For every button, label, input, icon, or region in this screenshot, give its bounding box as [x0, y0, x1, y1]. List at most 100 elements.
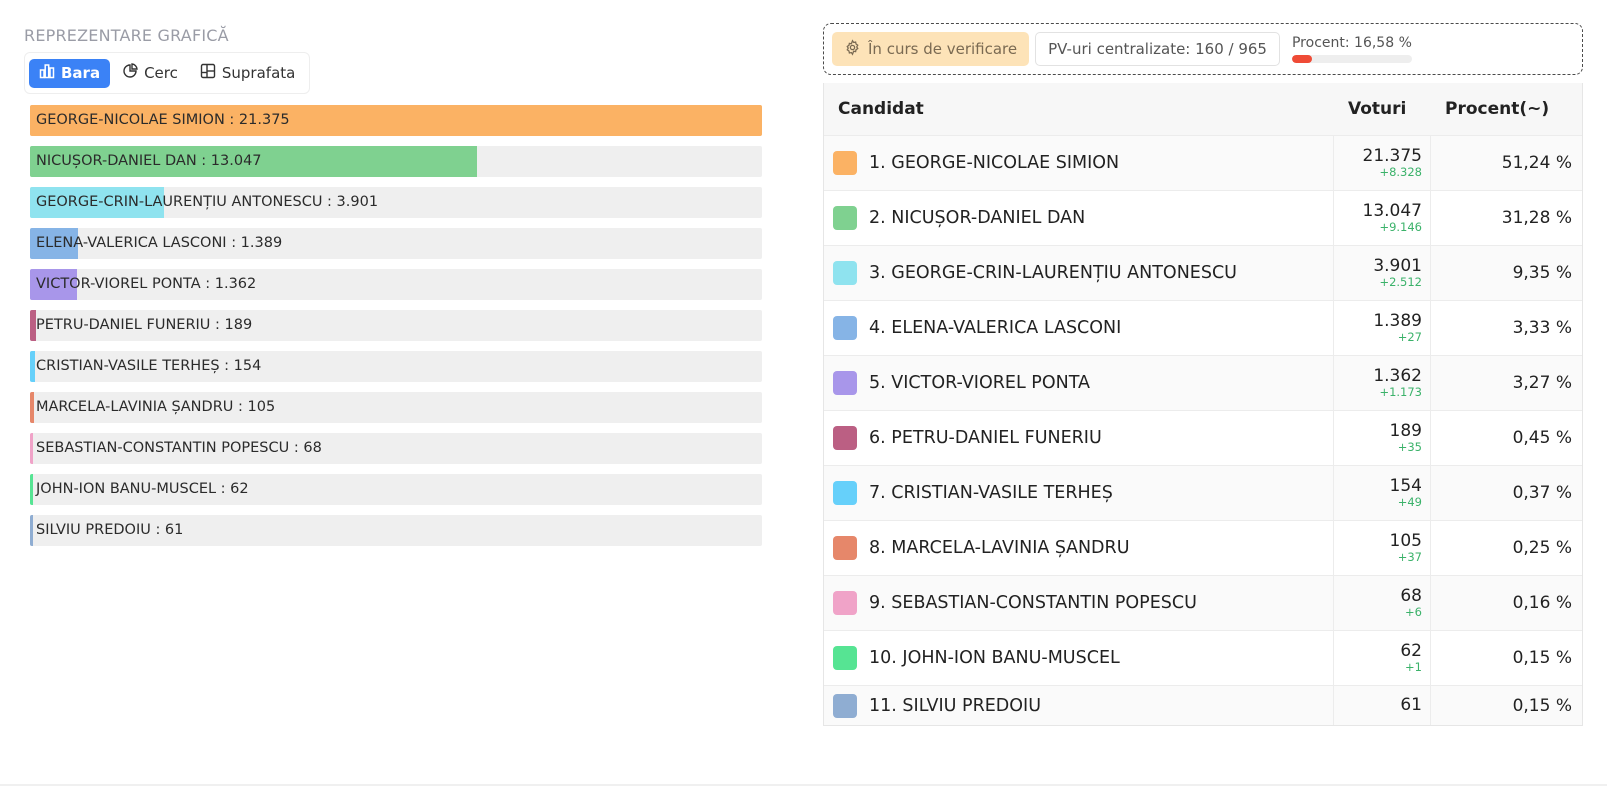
- votes-value: 68: [1400, 586, 1422, 606]
- votes-value: 1.389: [1373, 311, 1422, 331]
- candidate-rank: 6.: [869, 428, 886, 448]
- bar-label: SILVIU PREDOIU : 61: [36, 522, 184, 538]
- percent-cell: 0,15 %: [1512, 648, 1572, 668]
- votes-delta: +1: [1405, 660, 1422, 674]
- candidate-label: VICTOR-VIOREL PONTA: [891, 373, 1090, 393]
- bar-label: ELENA-VALERICA LASCONI : 1.389: [36, 235, 283, 251]
- color-swatch: [833, 151, 857, 175]
- candidate-rank: 10.: [869, 648, 897, 668]
- bar-row[interactable]: NICUȘOR-DANIEL DAN : 13.047: [30, 146, 762, 177]
- bar: [30, 433, 34, 464]
- bar-row[interactable]: CRISTIAN-VASILE TERHEȘ : 154: [30, 351, 762, 382]
- table-row[interactable]: 6. PETRU-DANIEL FUNERIU 189 +35 0,45 %: [824, 410, 1582, 465]
- table-row[interactable]: 1. GEORGE-NICOLAE SIMION 21.375 +8.328 51,2…: [824, 135, 1582, 190]
- table-row[interactable]: 8. MARCELA-LAVINIA ȘANDRU 105 +37 0,25 %: [824, 520, 1582, 575]
- results-table: Candidat Voturi Procent(~) 1. GEORGE-NIC…: [823, 83, 1583, 726]
- bar-label: NICUȘOR-DANIEL DAN : 13.047: [36, 153, 262, 169]
- bar-chart: GEORGE-NICOLAE SIMION : 21.375 NICUȘOR-DA…: [30, 105, 762, 556]
- bar-label: SEBASTIAN-CONSTANTIN POPESCU : 68: [36, 440, 322, 456]
- color-swatch: [833, 371, 857, 395]
- candidate-name: 8. MARCELA-LAVINIA ȘANDRU: [869, 538, 1130, 558]
- bar: [30, 269, 77, 300]
- status-bar: În curs de verificare PV-uri centralizat…: [823, 23, 1583, 75]
- bar-row[interactable]: ELENA-VALERICA LASCONI : 1.389: [30, 228, 762, 259]
- bar-row[interactable]: JOHN-ION BANU-MUSCEL : 62: [30, 474, 762, 505]
- table-row[interactable]: 2. NICUȘOR-DANIEL DAN 13.047 +9.146 31,28 %: [824, 190, 1582, 245]
- bar-row[interactable]: GEORGE-CRIN-LAURENȚIU ANTONESCU : 3.901: [30, 187, 762, 218]
- bar-row[interactable]: VICTOR-VIOREL PONTA : 1.362: [30, 269, 762, 300]
- table-row[interactable]: 11. SILVIU PREDOIU 61 0,15 %: [824, 685, 1582, 725]
- bar-row[interactable]: PETRU-DANIEL FUNERIU : 189: [30, 310, 762, 341]
- candidate-label: SILVIU PREDOIU: [902, 695, 1042, 716]
- candidate-rank: 5.: [869, 373, 886, 393]
- progress-fill: [1291, 55, 1312, 63]
- candidate-label: SEBASTIAN-CONSTANTIN POPESCU: [891, 593, 1197, 613]
- table-row[interactable]: 9. SEBASTIAN-CONSTANTIN POPESCU 68 +6 0,16 …: [824, 575, 1582, 630]
- bar-row[interactable]: MARCELA-LAVINIA ȘANDRU : 105: [30, 392, 762, 423]
- bar-label: GEORGE-NICOLAE SIMION : 21.375: [36, 112, 290, 128]
- tab-cerc[interactable]: Cerc: [112, 59, 188, 88]
- votes-value: 61: [1400, 695, 1422, 715]
- candidate-cell: 1. GEORGE-NICOLAE SIMION: [824, 136, 1334, 190]
- header-votes[interactable]: Voturi: [1348, 99, 1407, 119]
- bar: [30, 392, 34, 423]
- percent-label: Procent: 16,58 %: [1291, 35, 1412, 51]
- table-row[interactable]: 3. GEORGE-CRIN-LAURENȚIU ANTONESCU 3.901 +…: [824, 245, 1582, 300]
- percent-progress: Procent: 16,58 %: [1286, 35, 1412, 63]
- votes-delta: +2.512: [1379, 275, 1422, 289]
- candidate-cell: 2. NICUȘOR-DANIEL DAN: [824, 191, 1334, 245]
- votes-cell: 1.389 +27: [1334, 301, 1431, 355]
- candidate-name: 7. CRISTIAN-VASILE TERHEȘ: [869, 483, 1113, 503]
- percent-cell: 0,37 %: [1512, 483, 1572, 503]
- tab-bara[interactable]: Bara: [29, 58, 111, 88]
- bar-row[interactable]: GEORGE-NICOLAE SIMION : 21.375: [30, 105, 762, 136]
- bar-row[interactable]: SEBASTIAN-CONSTANTIN POPESCU : 68: [30, 433, 762, 464]
- percent-cell: 3,33 %: [1512, 318, 1572, 338]
- progress-track: [1291, 55, 1412, 63]
- tab-suprafata[interactable]: Suprafata: [190, 59, 305, 88]
- chart-panel: REPREZENTARE GRAFICĂ Bara Cerc Suprafata…: [24, 24, 784, 546]
- candidate-name: 11. SILVIU PREDOIU: [869, 696, 1041, 716]
- votes-delta: +49: [1397, 495, 1422, 509]
- bar-row[interactable]: SILVIU PREDOIU : 61: [30, 515, 762, 546]
- votes-cell: 189 +35: [1334, 411, 1431, 465]
- candidate-rank: 2.: [869, 208, 886, 228]
- header-candidate[interactable]: Candidat: [838, 99, 924, 119]
- votes-value: 105: [1389, 531, 1422, 551]
- candidate-name: 3. GEORGE-CRIN-LAURENȚIU ANTONESCU: [869, 263, 1237, 283]
- votes-value: 21.375: [1362, 146, 1422, 166]
- section-title: REPREZENTARE GRAFICĂ: [24, 26, 229, 45]
- candidate-name: 5. VICTOR-VIOREL PONTA: [869, 373, 1090, 393]
- candidate-label: ELENA-VALERICA LASCONI: [891, 318, 1122, 338]
- votes-value: 62: [1400, 641, 1422, 661]
- header-percent[interactable]: Procent(~): [1445, 99, 1550, 119]
- table-row[interactable]: 4. ELENA-VALERICA LASCONI 1.389 +27 3,33 %: [824, 300, 1582, 355]
- votes-cell: 21.375 +8.328: [1334, 136, 1431, 190]
- votes-delta: +37: [1397, 550, 1422, 564]
- table-row[interactable]: 10. JOHN-ION BANU-MUSCEL 62 +1 0,15 %: [824, 630, 1582, 685]
- candidate-rank: 4.: [869, 318, 886, 338]
- candidate-cell: 7. CRISTIAN-VASILE TERHEȘ: [824, 466, 1334, 520]
- candidate-cell: 6. PETRU-DANIEL FUNERIU: [824, 411, 1334, 465]
- candidate-name: 4. ELENA-VALERICA LASCONI: [869, 318, 1121, 338]
- candidate-rank: 8.: [869, 538, 886, 558]
- candidate-name: 6. PETRU-DANIEL FUNERIU: [869, 428, 1102, 448]
- table-row[interactable]: 5. VICTOR-VIOREL PONTA 1.362 +1.173 3,27 %: [824, 355, 1582, 410]
- votes-delta: +35: [1397, 440, 1422, 454]
- bar: [30, 228, 78, 259]
- votes-cell: 3.901 +2.512: [1334, 246, 1431, 300]
- gear-icon: [844, 38, 861, 60]
- color-swatch: [833, 536, 857, 560]
- candidate-rank: 11.: [869, 695, 897, 716]
- votes-value: 13.047: [1362, 201, 1422, 221]
- votes-value: 189: [1389, 421, 1422, 441]
- tab-label: Bara: [61, 64, 101, 82]
- candidate-cell: 9. SEBASTIAN-CONSTANTIN POPESCU: [824, 576, 1334, 630]
- verification-label: În curs de verificare: [868, 40, 1018, 58]
- votes-delta: +8.328: [1379, 165, 1422, 179]
- bar-chart-icon: [39, 63, 55, 83]
- percent-cell: 31,28 %: [1501, 208, 1572, 228]
- tab-label: Cerc: [144, 64, 178, 82]
- table-row[interactable]: 7. CRISTIAN-VASILE TERHEȘ 154 +49 0,37 %: [824, 465, 1582, 520]
- bar: [30, 310, 37, 341]
